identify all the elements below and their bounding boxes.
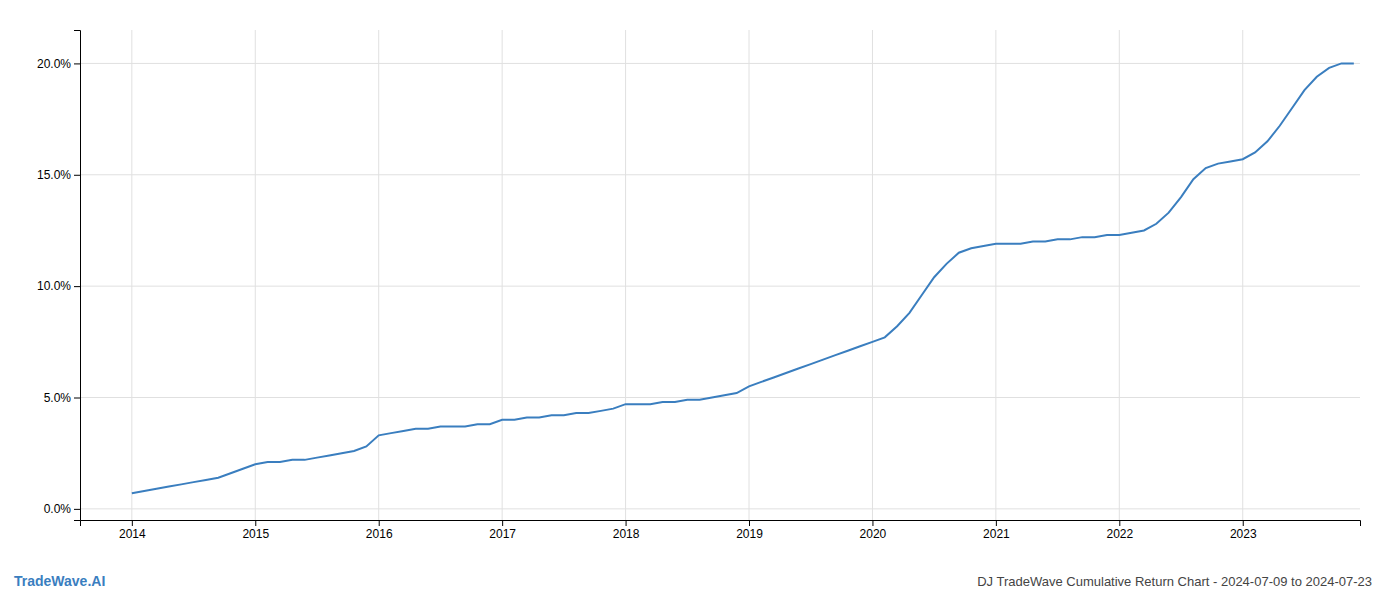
x-tick-label: 2021: [983, 527, 1010, 541]
grid-line-y: [80, 63, 1360, 64]
x-tick: 2023: [1230, 520, 1257, 541]
x-tick: 2017: [489, 520, 516, 541]
x-tick: 2019: [736, 520, 763, 541]
grid-line-y: [80, 286, 1360, 287]
grid: [80, 30, 1360, 520]
x-tick-mark: [502, 520, 503, 526]
y-tick-label: 0.0%: [44, 502, 72, 516]
y-tick-label: 15.0%: [37, 168, 71, 182]
x-tick-mark: [749, 520, 750, 526]
x-tick-mark: [379, 520, 380, 526]
y-axis: 0.0% 5.0% 10.0% 15.0% 20.0%: [37, 31, 81, 521]
grid-line-x: [749, 30, 750, 520]
y-tick-label: 10.0%: [37, 279, 71, 293]
marks: [132, 63, 1354, 493]
x-tick-mark: [255, 520, 256, 526]
x-tick-label: 2017: [489, 527, 516, 541]
y-tick-mark: [74, 175, 80, 176]
grid-line-y: [80, 397, 1360, 398]
x-tick-mark: [996, 520, 997, 526]
line: [132, 63, 1354, 493]
x-tick-label: 2019: [736, 527, 763, 541]
grid-line-y: [80, 174, 1360, 175]
grid-line-x: [872, 30, 873, 520]
x-tick: 2020: [860, 520, 887, 541]
x-tick: 2018: [613, 520, 640, 541]
x-tick-label: 2016: [366, 527, 393, 541]
x-tick-mark: [132, 520, 133, 526]
grid-line-x: [131, 30, 132, 520]
y-axis-line: [74, 31, 81, 521]
x-tick-label: 2018: [613, 527, 640, 541]
y-tick: 5.0%: [44, 391, 80, 405]
y-tick: 15.0%: [37, 168, 80, 182]
x-tick-label: 2022: [1106, 527, 1133, 541]
plot-area: 2014 2015 2016 2017 2018 2019 2020 2021 2022 2023…: [37, 30, 1361, 541]
y-tick: 0.0%: [44, 502, 80, 516]
y-tick-mark: [74, 286, 80, 287]
grid-line-y: [80, 508, 1360, 509]
title: DJ TradeWave Cumulative Return Chart - 2…: [977, 574, 1372, 589]
grid-line-x: [255, 30, 256, 520]
y-tick: 20.0%: [37, 57, 80, 71]
x-tick: 2022: [1106, 520, 1133, 541]
x-tick-label: 2020: [860, 527, 887, 541]
x-axis-line: [81, 521, 1361, 527]
x-tick: 2016: [366, 520, 393, 541]
y-tick-mark: [74, 509, 80, 510]
x-tick-mark: [872, 520, 873, 526]
grid-line-x: [995, 30, 996, 520]
y-tick-label: 5.0%: [44, 391, 72, 405]
x-tick: 2015: [242, 520, 269, 541]
x-tick-label: 2015: [242, 527, 269, 541]
chart: 2014 2015 2016 2017 2018 2019 2020 2021 2022 2023…: [0, 0, 1400, 600]
x-tick-mark: [1243, 520, 1244, 526]
x-tick: 2014: [119, 520, 146, 541]
x-tick-label: 2014: [119, 527, 146, 541]
y-tick-mark: [74, 398, 80, 399]
x-tick: 2021: [983, 520, 1010, 541]
grid-line-x: [625, 30, 626, 520]
grid-line-x: [502, 30, 503, 520]
grid-line-x: [378, 30, 379, 520]
x-tick-mark: [626, 520, 627, 526]
y-tick: 10.0%: [37, 279, 80, 293]
x-tick-label: 2023: [1230, 527, 1257, 541]
grid-line-x: [1119, 30, 1120, 520]
y-tick-mark: [74, 63, 80, 64]
y-tick-label: 20.0%: [37, 57, 71, 71]
x-axis: 2014 2015 2016 2017 2018 2019 2020 2021 2022 2023: [81, 520, 1361, 541]
x-tick-mark: [1119, 520, 1120, 526]
annotation: TradeWave.AI: [14, 573, 105, 589]
grid-line-x: [1242, 30, 1243, 520]
